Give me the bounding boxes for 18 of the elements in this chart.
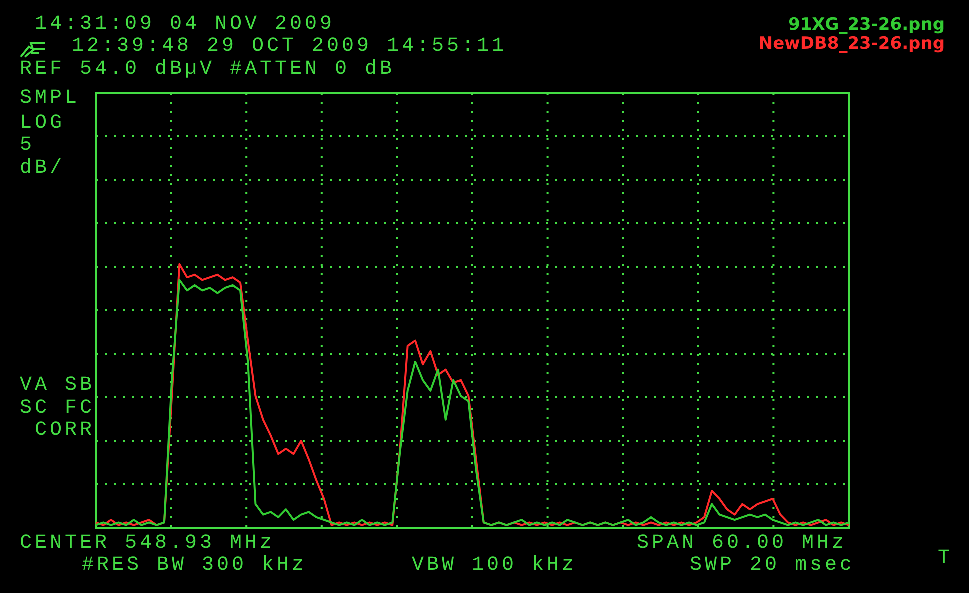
text: CORR xyxy=(35,419,96,442)
text: T xyxy=(938,547,954,570)
text: CENTER 548.93 MHz xyxy=(20,532,276,555)
text: SWP 20 msec xyxy=(690,554,856,577)
text: 12:39:48 29 OCT 2009 14:55:11 xyxy=(72,35,508,58)
text: 91XG_23-26.png xyxy=(788,15,945,35)
text: SPAN 60.00 MHz xyxy=(637,532,848,555)
text: dB/ xyxy=(20,157,66,180)
text: SC FC xyxy=(20,397,96,420)
text: LOG xyxy=(20,112,66,135)
text: VBW 100 kHz xyxy=(412,554,578,577)
text: 14:31:09 04 NOV 2009 xyxy=(35,13,336,36)
text: VA SB xyxy=(20,374,96,397)
text: SMPL xyxy=(20,87,80,110)
text: NewDB8_23-26.png xyxy=(758,34,945,54)
text: #RES BW 300 kHz xyxy=(82,554,308,577)
text: 5 xyxy=(20,134,36,157)
text: REF 54.0 dBµV #ATTEN 0 dB xyxy=(20,58,396,81)
